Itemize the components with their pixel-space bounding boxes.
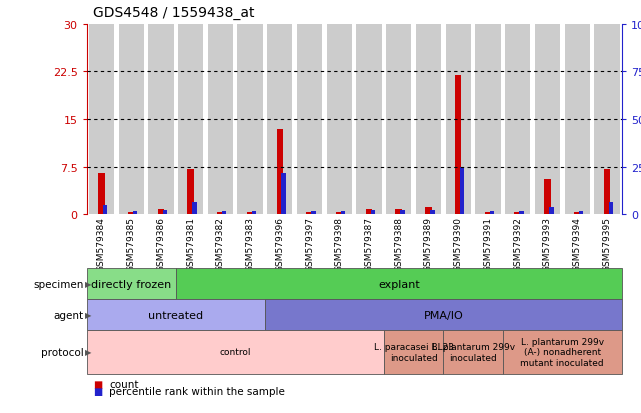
Bar bbox=[217, 212, 224, 215]
Bar bbox=[252, 211, 256, 215]
Bar bbox=[505, 25, 530, 215]
Text: L. plantarum 299v
(A-) nonadherent
mutant inoculated: L. plantarum 299v (A-) nonadherent mutan… bbox=[520, 337, 604, 367]
Bar bbox=[386, 25, 412, 215]
Bar bbox=[133, 211, 137, 215]
Bar bbox=[490, 211, 494, 215]
Bar bbox=[535, 25, 560, 215]
Text: agent: agent bbox=[53, 310, 83, 320]
Bar bbox=[485, 212, 491, 215]
Text: percentile rank within the sample: percentile rank within the sample bbox=[109, 386, 285, 396]
Text: GDS4548 / 1559438_at: GDS4548 / 1559438_at bbox=[93, 6, 254, 20]
Text: L. paracasei BL23
inoculated: L. paracasei BL23 inoculated bbox=[374, 342, 454, 362]
Bar bbox=[128, 212, 135, 215]
Bar bbox=[544, 180, 551, 215]
Bar bbox=[327, 25, 352, 215]
Bar bbox=[356, 25, 381, 215]
Bar bbox=[119, 25, 144, 215]
Bar bbox=[455, 76, 462, 215]
Bar bbox=[103, 205, 108, 215]
Bar bbox=[158, 210, 164, 215]
Bar bbox=[148, 25, 174, 215]
Bar bbox=[187, 169, 194, 215]
Bar bbox=[445, 25, 471, 215]
Bar bbox=[401, 210, 405, 215]
Bar bbox=[341, 211, 345, 215]
Bar bbox=[306, 212, 313, 215]
Bar bbox=[336, 212, 342, 215]
Bar bbox=[416, 25, 441, 215]
Text: ▶: ▶ bbox=[85, 311, 91, 319]
Bar bbox=[476, 25, 501, 215]
Bar bbox=[579, 211, 583, 215]
Bar bbox=[281, 173, 286, 215]
Bar bbox=[425, 207, 432, 215]
Bar bbox=[519, 211, 524, 215]
Text: control: control bbox=[219, 348, 251, 356]
Bar bbox=[460, 167, 464, 215]
Bar bbox=[311, 211, 315, 215]
Text: count: count bbox=[109, 379, 138, 389]
Text: explant: explant bbox=[378, 279, 420, 289]
Text: directly frozen: directly frozen bbox=[91, 279, 171, 289]
Bar bbox=[574, 212, 581, 215]
Bar bbox=[192, 202, 197, 215]
Bar bbox=[88, 25, 114, 215]
Text: protocol: protocol bbox=[40, 347, 83, 357]
Bar bbox=[366, 210, 372, 215]
Bar bbox=[222, 211, 226, 215]
Bar bbox=[208, 25, 233, 215]
Bar bbox=[608, 202, 613, 215]
Text: L. plantarum 299v
inoculated: L. plantarum 299v inoculated bbox=[431, 342, 515, 362]
Text: PMA/IO: PMA/IO bbox=[424, 310, 463, 320]
Bar bbox=[604, 169, 610, 215]
Text: ▶: ▶ bbox=[85, 348, 91, 356]
Bar bbox=[565, 25, 590, 215]
Text: ■: ■ bbox=[93, 386, 102, 396]
Text: untreated: untreated bbox=[148, 310, 203, 320]
Bar bbox=[98, 173, 104, 215]
Bar bbox=[276, 129, 283, 215]
Bar bbox=[178, 25, 203, 215]
Bar bbox=[237, 25, 263, 215]
Bar bbox=[594, 25, 620, 215]
Bar bbox=[549, 207, 554, 215]
Text: ▶: ▶ bbox=[85, 280, 91, 288]
Bar bbox=[163, 210, 167, 215]
Text: specimen: specimen bbox=[33, 279, 83, 289]
Bar bbox=[247, 212, 253, 215]
Bar bbox=[515, 212, 521, 215]
Bar bbox=[297, 25, 322, 215]
Bar bbox=[370, 210, 375, 215]
Text: ■: ■ bbox=[93, 379, 102, 389]
Bar bbox=[267, 25, 292, 215]
Bar bbox=[430, 210, 435, 215]
Bar bbox=[395, 210, 402, 215]
